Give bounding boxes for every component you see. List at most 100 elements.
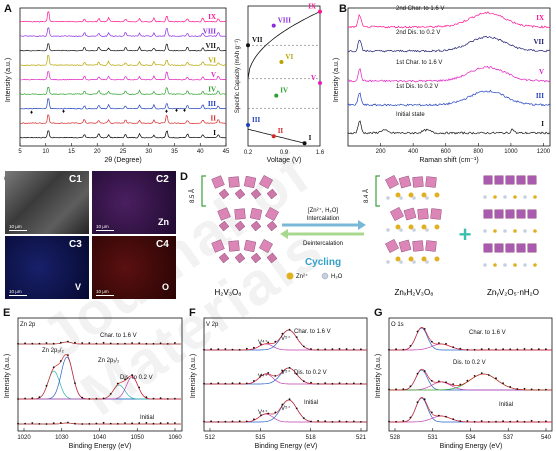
data-point [45,423,48,425]
data-point [402,420,405,422]
data-point [59,360,62,362]
state-label-II: II [278,127,284,135]
data-point [159,397,162,399]
x-tick-label: 35 [171,149,178,155]
legend-zn: Zn²⁺ [296,273,308,280]
data-point [88,342,91,344]
data-point [416,372,419,375]
zn-ion [395,224,401,230]
compound-mid: ZnₓH₂V₃O₈ [395,288,434,297]
data-point [310,348,312,350]
data-point [59,422,62,424]
raman-trace-label-VII: VII [533,38,544,46]
vox-polyhedron [412,240,424,252]
vox-polyhedron [228,240,240,252]
data-point [145,342,148,345]
state-label-VIII: VIII [278,17,292,25]
data-point [138,386,141,389]
state-point-IX [318,9,322,14]
data-point [438,380,440,383]
eds-map-c4-o: C4 O 10 μm [92,236,176,299]
data-point [430,379,433,382]
axes-frame [247,5,321,147]
data-point [166,398,169,400]
spectrum-state-label: Dis. to 0.2 V [453,360,486,366]
data-point [67,421,69,424]
x-tick-label: 512 [205,435,216,441]
data-point [74,422,76,425]
data-point [288,366,291,369]
data-point [445,381,447,384]
vox-polyhedron [505,175,515,185]
x-tick-label: 1040 [93,435,107,441]
vox-polyhedron [234,188,246,200]
data-point [95,397,98,400]
spectrum-state-label: Char. to 1.6 V [100,333,137,339]
vox-polyhedron [258,238,274,254]
data-point [295,336,298,338]
data-point [210,348,212,350]
data-point [395,348,397,351]
data-point [495,377,497,380]
y-axis-label: Intensity (a.u.) [190,354,197,398]
raman-trace-text: 2nd Dis. to 0.2 V [396,30,440,36]
x-tick-label: 1.6 [316,150,325,156]
spectrum-state-label: Char. to 1.6 V [469,330,506,336]
data-point [131,374,134,376]
data-point [131,342,134,344]
water-molecule [399,228,403,232]
data-point [509,420,512,423]
xrd-trace-II [19,114,227,124]
data-point [203,420,205,423]
data-point [395,388,397,391]
data-point [502,348,504,350]
spectrum-state-label: Initial [140,415,154,421]
data-point [174,397,176,400]
data-point [217,421,220,423]
vox-polyhedron [217,207,231,221]
data-point [423,398,426,401]
data-point [260,414,262,417]
vox-polyhedron [266,188,278,200]
data-point [224,348,227,350]
data-point [17,398,19,400]
data-point [116,382,119,385]
data-point [88,398,91,400]
x-tick-label: 15 [68,149,75,155]
state-label-I: I [309,134,312,142]
legend-h2o: H₂O [331,274,343,280]
interlayer-species [493,229,497,233]
raman-traces: Initial state I 1st Dis. to 0.2 V III 1st Ch… [347,6,551,135]
data-point [17,422,19,425]
scale-bar: 10 μm [96,289,114,296]
data-point [88,423,91,425]
fit-envelope [204,399,367,423]
data-point [523,348,526,350]
state-label-IX: IX [308,3,316,11]
data-point [487,421,490,423]
vox-polyhedron [516,209,526,219]
compound-right: ZnᵧV₂O₅·nH₂O [487,288,539,297]
data-point [260,374,262,376]
data-point [502,420,504,423]
vox-polyhedron [483,243,493,253]
y-axis-label: Intensity (a.u.) [5,58,12,102]
x-tick-label: 0.2 [244,150,253,156]
data-point [288,328,291,331]
vox-polyhedron [266,252,278,264]
vox-polyhedron [483,209,493,219]
data-point [324,348,327,351]
panel-label-a: A [4,3,12,15]
data-point [295,373,298,375]
data-point [438,342,440,344]
vox-polyhedron [234,252,246,264]
data-point [530,348,533,351]
data-point [124,342,126,345]
interlayer-species [503,195,507,199]
peak-label-2p32: Zn 2p₃/₂ [42,348,64,354]
x-tick-label: 528 [390,435,401,441]
x-tick-label: 1050 [131,435,145,441]
data-point [17,342,19,345]
data-point [345,420,348,423]
data-point [124,422,126,424]
